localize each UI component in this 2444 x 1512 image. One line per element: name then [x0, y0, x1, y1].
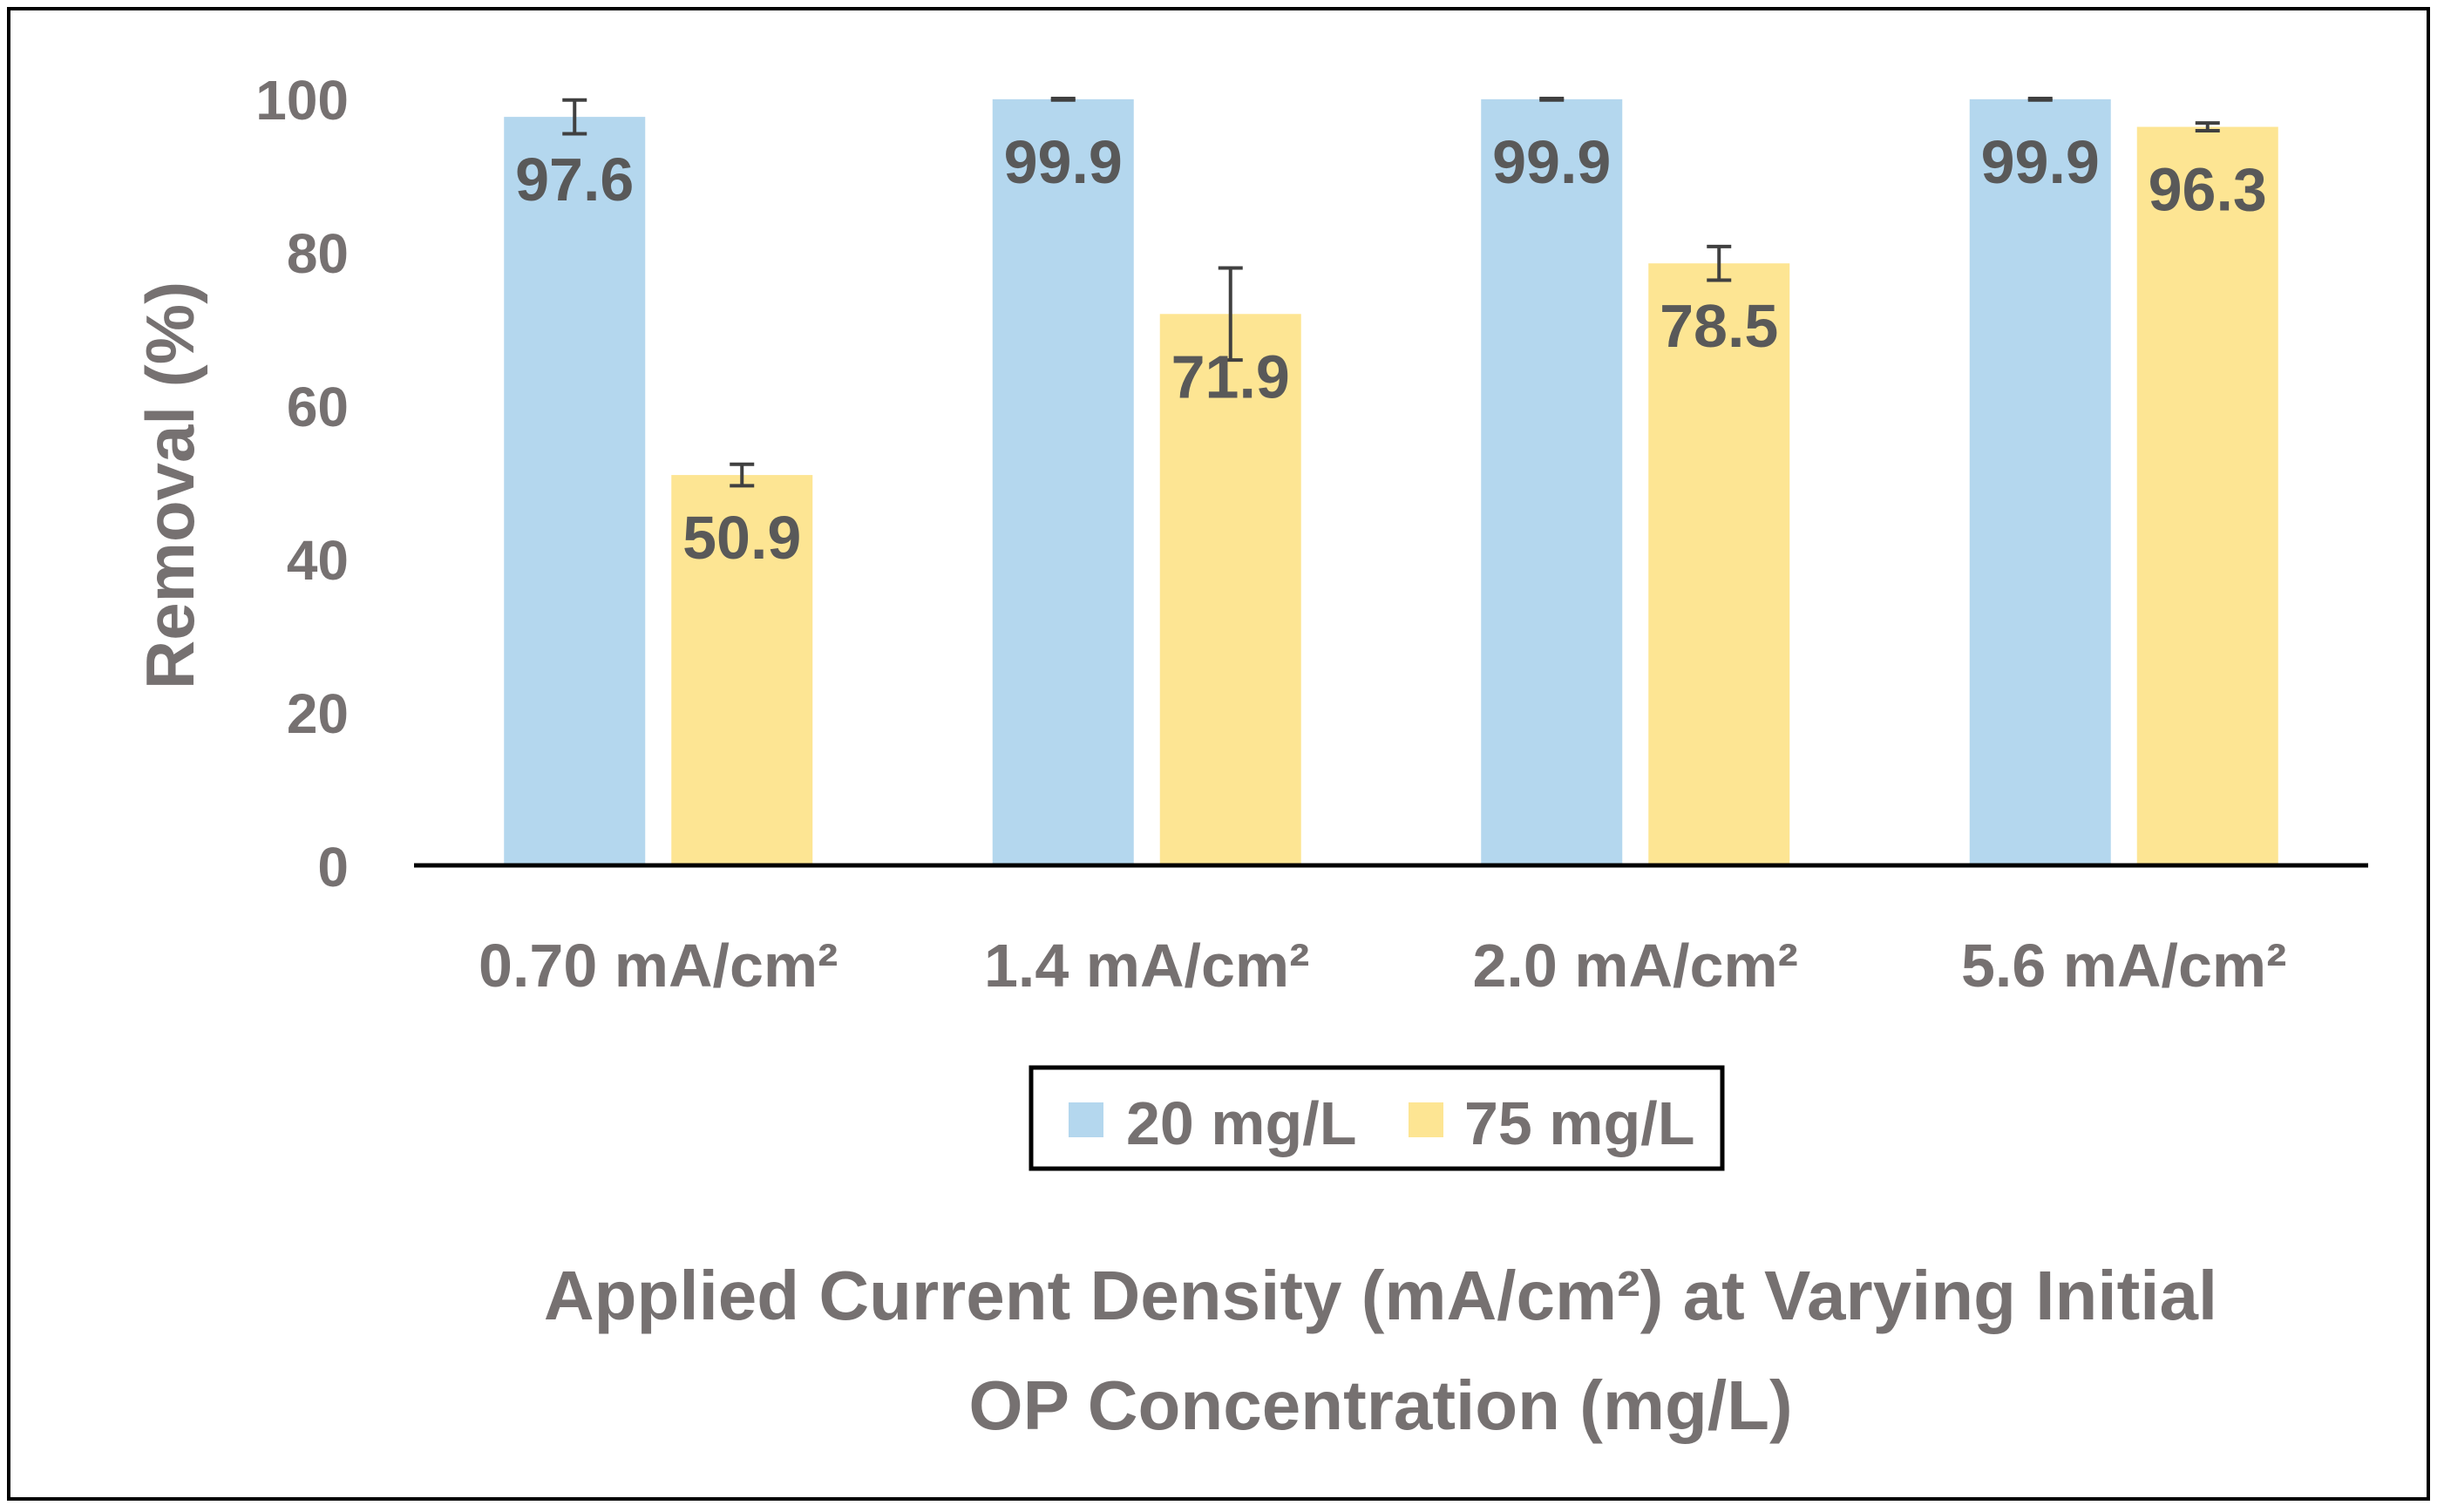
data-label: 99.9: [1004, 128, 1123, 196]
y-tick-label: 20: [287, 682, 349, 745]
legend-label-20mgl: 20 mg/L: [1126, 1089, 1357, 1157]
y-tick-label: 60: [287, 376, 349, 438]
bar-75mgl-0: [671, 475, 813, 865]
x-axis-title-line-2: OP Concentration (mg/L): [968, 1366, 1792, 1444]
bar-20mgl-1: [992, 98, 1134, 865]
legend: 20 mg/L 75 mg/L: [1029, 1065, 1725, 1171]
legend-box: [1029, 1065, 1725, 1171]
chart-frame: 0 20 40 60 80 100 97.6 50.9 99.9 71.9 99.9 78.5 99.…: [7, 7, 2430, 1501]
y-tick-label: 40: [287, 529, 349, 592]
data-label: 99.9: [1492, 128, 1611, 196]
bar-75mgl-1: [1159, 314, 1301, 865]
y-axis-ticks: 0 20 40 60 80 100: [255, 69, 349, 898]
y-tick-label: 100: [255, 69, 349, 132]
data-label: 99.9: [1981, 128, 2100, 196]
data-label: 78.5: [1660, 292, 1778, 360]
x-tick-label: 5.6 mA/cm²: [1961, 932, 2286, 1000]
x-tick-label: 1.4 mA/cm²: [984, 932, 1309, 1000]
x-tick-label: 2.0 mA/cm²: [1473, 932, 1798, 1000]
x-tick-label: 0.70 mA/cm²: [479, 932, 838, 1000]
legend-swatch-20mgl: [1069, 1102, 1103, 1137]
bars: [504, 98, 2278, 865]
data-label: 96.3: [2149, 156, 2267, 224]
bar-75mgl-3: [2136, 126, 2278, 865]
bar-20mgl-2: [1481, 98, 1623, 865]
bar-75mgl-2: [1648, 263, 1790, 865]
legend-swatch-75mgl: [1409, 1102, 1443, 1137]
bar-chart: 0 20 40 60 80 100 97.6 50.9 99.9 71.9 99.9 78.5 99.…: [132, 69, 2368, 1444]
x-axis-tick-labels: 0.70 mA/cm² 1.4 mA/cm² 2.0 mA/cm² 5.6 mA/cm…: [479, 932, 2286, 1000]
y-tick-label: 0: [317, 836, 349, 898]
legend-label-75mgl: 75 mg/L: [1464, 1089, 1695, 1157]
data-labels: 97.6 50.9 99.9 71.9 99.9 78.5 99.9 96.3: [515, 128, 2267, 572]
bar-20mgl-0: [504, 117, 646, 865]
error-bars: [562, 97, 2220, 488]
data-label: 71.9: [1171, 342, 1290, 410]
y-axis-title: Removal (%): [132, 281, 208, 689]
y-tick-label: 80: [287, 222, 349, 285]
data-label: 50.9: [682, 504, 801, 572]
x-axis-title-line-1: Applied Current Density (mA/cm²) at Vary…: [544, 1257, 2217, 1334]
bar-20mgl-3: [1969, 98, 2111, 865]
data-label: 97.6: [515, 146, 634, 214]
